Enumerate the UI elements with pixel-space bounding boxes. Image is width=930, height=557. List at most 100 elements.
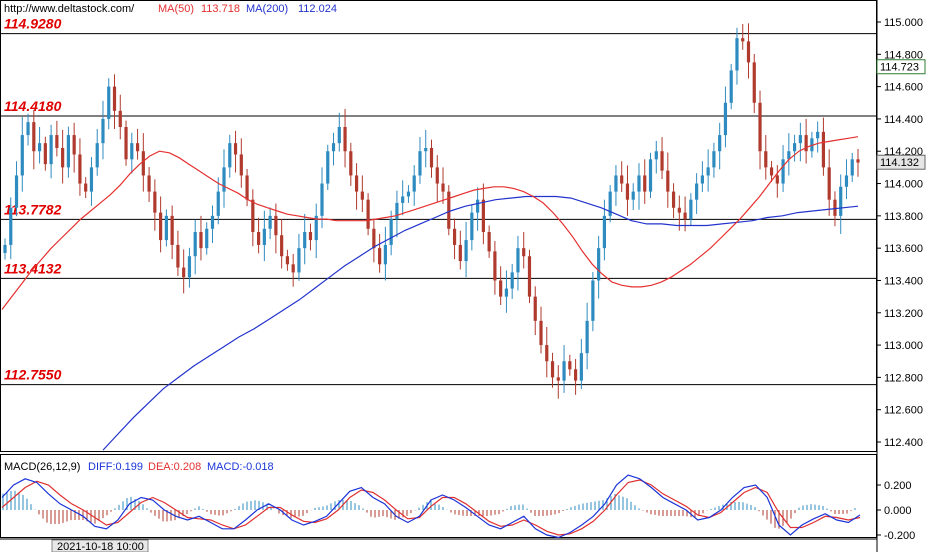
candle-body <box>170 215 174 245</box>
candle-body <box>61 148 65 168</box>
candle-body <box>395 202 399 220</box>
candle-body <box>654 151 658 160</box>
candle-body <box>625 183 630 200</box>
candle-body <box>37 143 42 152</box>
candle-body <box>804 135 808 152</box>
source-url[interactable]: http://www.deltastock.com/ <box>4 3 135 15</box>
price-tick-label: 113.600 <box>884 243 923 255</box>
ma200-label: MA(200) <box>246 3 288 15</box>
candle-body <box>14 175 19 208</box>
ma50-line <box>1 136 859 310</box>
candle-body <box>499 280 503 297</box>
candle-body <box>84 183 88 192</box>
candle-body <box>671 191 676 208</box>
candle-body <box>49 135 53 165</box>
candle-body <box>153 191 157 213</box>
candle-body <box>187 256 192 278</box>
ma50-value: 113.718 <box>201 3 240 15</box>
price-tick-label: 112.800 <box>884 372 923 384</box>
candle-body <box>205 228 209 249</box>
candle-body <box>746 41 751 63</box>
candle-body <box>326 151 330 184</box>
candle-body <box>291 264 295 273</box>
candle-body <box>320 183 324 216</box>
candle-body <box>389 219 393 245</box>
price-tick-label: 112.400 <box>884 437 923 449</box>
candle-body <box>735 38 739 71</box>
candle-body <box>285 256 290 265</box>
candle-body <box>712 151 716 168</box>
candle-body <box>602 215 607 249</box>
diff-line <box>1 474 861 539</box>
price-tick-label: 114.400 <box>884 114 923 126</box>
candle-body <box>493 251 497 281</box>
candle-body <box>164 215 168 241</box>
candle-body <box>280 235 284 257</box>
candle-body <box>781 159 785 184</box>
candle-body <box>222 167 226 192</box>
candle-body <box>303 232 307 249</box>
price-marker-label[interactable]: 114.723 <box>880 62 919 74</box>
candle-body <box>372 228 376 249</box>
candle-body <box>43 143 47 165</box>
price-marker-box[interactable] <box>876 154 926 170</box>
candle-body <box>579 353 583 381</box>
macd-value-label: MACD:-0.018 <box>207 461 274 473</box>
candle-body <box>539 320 543 346</box>
candle-body <box>274 215 278 236</box>
candle-body <box>620 175 624 184</box>
candle-body <box>856 159 860 163</box>
candle-body <box>210 215 215 229</box>
price-markers[interactable]: 114.723 114.132 <box>876 59 926 170</box>
candle-body <box>545 345 549 362</box>
candle-body <box>378 248 382 265</box>
macd-tick-label: -0.200 <box>884 530 915 542</box>
candle-body <box>199 232 203 249</box>
candle-body <box>256 232 261 245</box>
candle-body <box>666 170 670 192</box>
candle-body <box>424 148 428 152</box>
candle-body <box>637 175 641 192</box>
candle-body <box>112 86 117 111</box>
candle-body <box>314 215 318 241</box>
candle-body <box>418 151 422 176</box>
candle-body <box>176 244 180 268</box>
candle-body <box>643 175 647 192</box>
candle-body <box>3 244 7 253</box>
candle-body <box>787 151 791 160</box>
candle-body <box>118 110 122 127</box>
ma200-value: 112.024 <box>298 3 337 15</box>
candle-body <box>816 131 820 139</box>
macd-title: MACD(26,12,9) <box>4 461 80 473</box>
candle-body <box>135 143 140 152</box>
candle-body <box>476 199 480 213</box>
candle-body <box>130 143 134 160</box>
candle-body <box>504 288 509 297</box>
price-tick-label: 114.800 <box>884 49 923 61</box>
candle-body <box>182 267 186 278</box>
candle-body <box>458 244 462 262</box>
candle-body <box>758 102 762 152</box>
candle-body <box>464 240 468 262</box>
level-label: 112.7550 <box>4 367 62 383</box>
candle-body <box>729 70 733 103</box>
candle-body <box>89 167 94 192</box>
candle-body <box>597 248 601 281</box>
price-tick-label: 114.000 <box>884 179 923 191</box>
price-marker-box[interactable] <box>876 59 926 75</box>
level-label: 114.4180 <box>4 98 62 114</box>
candle-body <box>556 377 560 381</box>
candle-body <box>78 154 82 184</box>
candle-body <box>550 361 555 378</box>
candle-body <box>470 212 474 241</box>
candle-body <box>9 207 13 245</box>
price-marker-label[interactable]: 114.132 <box>880 157 919 169</box>
macd-axis: 0.200 0.000 -0.200 <box>877 480 915 542</box>
candle-body <box>821 131 826 168</box>
candle-body <box>383 244 387 265</box>
candle-body <box>308 232 313 241</box>
candlesticks <box>3 23 860 399</box>
candle-body <box>441 183 445 192</box>
candle-body <box>141 151 145 176</box>
